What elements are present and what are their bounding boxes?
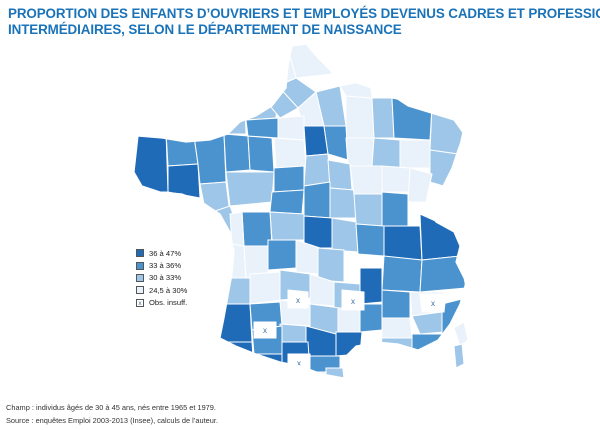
dept-haute-savoie[interactable] <box>419 213 461 261</box>
dept-alpes-haute-provence[interactable] <box>411 311 445 335</box>
dept-saone-et-loire[interactable] <box>353 193 383 227</box>
legend-swatch-insuff: x <box>136 298 144 307</box>
dept-pyrenees-atlantiques[interactable] <box>215 341 255 373</box>
footer-champ: Champ : individus âgés de 30 à 45 ans, n… <box>6 403 216 412</box>
dept-cher[interactable] <box>303 181 331 219</box>
dept-indre[interactable] <box>269 211 305 241</box>
dept-haut-rhin[interactable] <box>429 149 459 189</box>
dept-cotes-armor[interactable] <box>165 131 199 167</box>
legend-label: 24,5 à 30% <box>149 285 188 295</box>
map-legend: 36 à 47% 33 à 36% 30 à 33% 24,5 à 30% x … <box>136 247 232 309</box>
legend-swatch <box>136 286 144 295</box>
dept-yonne[interactable] <box>327 159 353 191</box>
dept-obs-insuff-lot[interactable] <box>287 289 309 309</box>
dept-obs-insuff-lozere[interactable] <box>341 289 365 311</box>
legend-item-insuff: x Obs. insuff. <box>136 297 232 309</box>
dept-haut-marne[interactable] <box>371 137 401 169</box>
dept-puy-de-dome[interactable] <box>317 247 345 283</box>
dept-loiret[interactable] <box>303 153 331 187</box>
dept-aube[interactable] <box>345 137 375 167</box>
dept-isere[interactable] <box>381 255 423 293</box>
legend-item-c3: 30 à 33% <box>136 272 232 284</box>
dept-obs-insuff-gers[interactable] <box>253 321 277 339</box>
legend-swatch <box>136 249 144 258</box>
dept-vosges[interactable] <box>399 139 431 169</box>
dept-sarthe[interactable] <box>247 135 275 173</box>
legend-label: 30 à 33% <box>149 273 182 283</box>
dept-rhone[interactable] <box>355 223 385 257</box>
legend-label: Obs. insuff. <box>149 298 188 308</box>
france-outline <box>133 43 467 379</box>
obs-insuff-mark: x <box>351 297 355 306</box>
dept-dordogne[interactable] <box>249 271 281 305</box>
dept-jura[interactable] <box>381 191 409 227</box>
map-footer: Champ : individus âgés de 30 à 45 ans, n… <box>6 402 594 427</box>
legend-swatch <box>136 261 144 270</box>
dept-indre-et-loire[interactable] <box>269 189 305 215</box>
dept-finistere[interactable] <box>120 129 169 193</box>
departments <box>120 44 466 378</box>
legend-label: 36 à 47% <box>149 248 182 258</box>
dept-vaucluse[interactable] <box>381 317 413 339</box>
legend-label: 33 à 36% <box>149 261 182 271</box>
dept-marne[interactable] <box>345 95 375 139</box>
dept-doubs[interactable] <box>407 167 433 203</box>
dept-maine-et-loire[interactable] <box>225 171 275 207</box>
dept-haute-corse[interactable] <box>453 321 469 347</box>
legend-item-c2: 33 à 36% <box>136 259 232 271</box>
dept-loir-et-cher[interactable] <box>273 165 305 193</box>
legend-item-c1: 36 à 47% <box>136 247 232 259</box>
dept-morbihan[interactable] <box>167 163 201 199</box>
dept-eure-et-loir[interactable] <box>273 137 307 169</box>
dept-nievre[interactable] <box>329 187 357 219</box>
map-title-line-1: PROPORTION DES ENFANTS D’OUVRIERS ET EMP… <box>8 6 600 21</box>
dept-drome[interactable] <box>381 289 411 319</box>
dept-allier[interactable] <box>303 215 333 249</box>
dept-eure[interactable] <box>277 115 305 141</box>
obs-insuff-mark: x <box>296 296 300 305</box>
obs-insuff-mark: x <box>431 299 435 308</box>
france-department-map: x x x x x <box>120 43 469 379</box>
obs-insuff-marks: x x x x x <box>263 296 435 368</box>
dept-mayenne[interactable] <box>223 133 251 173</box>
footer-source: Source : enquêtes Emploi 2003-2013 (Inse… <box>6 415 218 425</box>
dept-orne[interactable] <box>245 117 281 139</box>
dept-calvados[interactable] <box>243 83 279 121</box>
obs-insuff-mark: x <box>297 359 301 368</box>
dept-lozere[interactable] <box>337 307 361 335</box>
dept-haute-saone[interactable] <box>381 165 411 193</box>
legend-item-c4: 24,5 à 30% <box>136 284 232 296</box>
dept-obs-insuff-haute-alpes[interactable] <box>419 293 447 313</box>
dept-meuse[interactable] <box>371 97 395 139</box>
dept-tarn-et-garonne[interactable] <box>279 323 307 343</box>
dept-moselle[interactable] <box>391 97 433 141</box>
corsica <box>453 321 469 369</box>
map-title: PROPORTION DES ENFANTS D’OUVRIERS ET EMP… <box>8 6 600 38</box>
dept-corse-du-sud[interactable] <box>453 343 465 369</box>
dept-savoie[interactable] <box>419 255 466 293</box>
legend-swatch <box>136 273 144 282</box>
dept-haute-vienne[interactable] <box>267 239 297 271</box>
dept-cote-d-or[interactable] <box>349 165 383 197</box>
obs-insuff-mark: x <box>263 326 267 335</box>
dept-loire[interactable] <box>331 217 359 253</box>
map-title-line-2: INTERMÉDIAIRES, SELON LE DÉPARTEMENT DE … <box>8 22 402 37</box>
dept-ain[interactable] <box>381 225 423 261</box>
